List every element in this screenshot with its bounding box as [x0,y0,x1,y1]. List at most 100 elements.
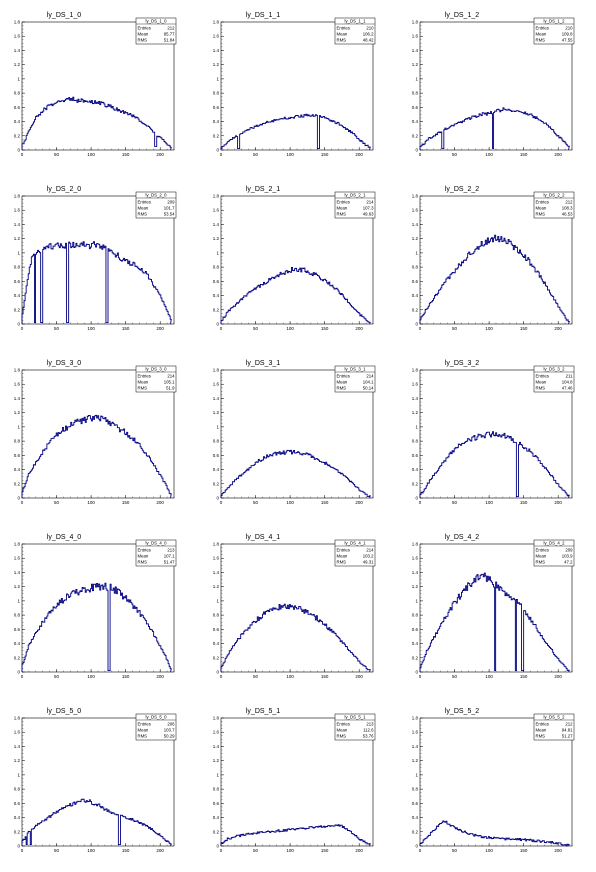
y-tick-label: 0 [17,844,20,849]
x-tick-label: 0 [220,152,223,157]
stats-box [334,539,376,567]
histogram-series-line [220,603,371,673]
stats-mean-value: 103.2 [363,554,374,559]
stats-entries-label: Entries [138,26,151,31]
y-tick-label: 1.2 [412,758,419,763]
x-tick-label: 150 [520,152,528,157]
x-tick-label: 100 [87,152,95,157]
x-tick-label: 50 [452,674,458,679]
stats-name: ly_DS_1_1 [344,19,366,24]
stats-box [334,713,376,741]
y-tick-label: 1.4 [213,222,220,227]
y-tick-label: 0.6 [412,627,419,632]
x-tick-label: 150 [321,848,329,853]
y-tick-label: 1.8 [412,716,419,721]
panel-title: ly_DS_2_2 [445,186,479,193]
x-tick-label: 0 [220,326,223,331]
y-tick-label: 1.6 [14,556,21,561]
histogram-panel: ly_DS_5_2 0 0.2 0.4 0.6 0.8 1 1.2 1.4 1.6 1.8 0 50 10… [412,708,575,853]
y-tick-label: 1 [17,424,20,429]
y-tick-label: 0.2 [213,133,220,138]
stats-mean-value: 101.7 [164,206,175,211]
x-tick-label: 50 [452,152,458,157]
stats-entries-label: Entries [337,374,350,379]
histogram-series-line [220,266,371,325]
y-tick-label: 0 [17,148,20,153]
stats-box [533,539,575,567]
stats-entries-label: Entries [138,722,151,727]
x-tick-label: 200 [355,848,363,853]
panel-title: ly_DS_3_0 [47,360,81,367]
x-tick-label: 150 [122,674,130,679]
stats-entries-value: 214 [366,548,374,553]
y-tick-label: 0 [415,496,418,501]
y-tick-label: 0 [17,670,20,675]
histogram-panel: ly_DS_5_0 0 0.2 0.4 0.6 0.8 1 1.2 1.4 1.6 1.8 0 50 10… [14,708,177,853]
stats-name: ly_DS_2_1 [344,193,366,198]
x-tick-label: 200 [554,326,562,331]
stats-name: ly_DS_3_1 [344,367,366,372]
stats-rms-value: 51.9 [166,386,175,391]
y-tick-label: 1 [415,76,418,81]
histogram-series-line [21,241,172,325]
stats-mean-value: 109.8 [562,32,573,37]
histogram-series-line [419,431,570,499]
y-tick-label: 0.6 [14,105,21,110]
stats-box [533,713,575,741]
stats-box [135,365,177,393]
stats-entries-label: Entries [138,200,151,205]
y-tick-label: 0.2 [14,481,21,486]
y-tick-label: 0.8 [14,265,21,270]
y-tick-label: 0.6 [412,105,419,110]
x-tick-label: 100 [286,848,294,853]
y-tick-label: 1.2 [213,236,220,241]
y-tick-label: 0 [415,322,418,327]
stats-mean-label: Mean [138,206,149,211]
x-tick-label: 0 [220,848,223,853]
y-tick-label: 0.8 [412,787,419,792]
panel-title: ly_DS_1_2 [445,12,479,19]
stats-mean-value: 108.3 [562,206,573,211]
stats-mean-value: 106.2 [363,32,374,37]
x-tick-label: 100 [286,326,294,331]
x-tick-label: 0 [419,152,422,157]
stats-mean-label: Mean [536,206,547,211]
stats-rms-label: RMS [337,38,347,43]
x-tick-label: 200 [355,674,363,679]
panel-title: ly_DS_3_1 [246,360,280,367]
stats-entries-value: 214 [167,374,175,379]
x-tick-label: 100 [87,326,95,331]
stats-rms-value: 50.29 [164,734,175,739]
x-tick-label: 0 [220,500,223,505]
y-tick-label: 1.2 [412,236,419,241]
y-tick-label: 0.8 [213,91,220,96]
y-tick-label: 0.8 [213,787,220,792]
x-tick-label: 50 [452,326,458,331]
x-tick-label: 50 [54,326,60,331]
y-tick-label: 0 [17,496,20,501]
y-tick-label: 1.8 [14,716,21,721]
histogram-panel: ly_DS_2_0 0 0.2 0.4 0.6 0.8 1 1.2 1.4 1.6 1.8 0 50 10… [14,186,177,331]
x-tick-label: 150 [321,674,329,679]
stats-rms-label: RMS [536,734,546,739]
histogram-series-line [21,582,172,673]
y-tick-label: 1 [17,76,20,81]
y-tick-label: 0.2 [412,481,419,486]
stats-mean-label: Mean [337,554,348,559]
stats-rms-label: RMS [138,212,148,217]
histogram-panel: ly_DS_3_0 0 0.2 0.4 0.6 0.8 1 1.2 1.4 1.6 1.8 0 50 10… [14,360,177,505]
y-tick-label: 0.4 [213,119,220,124]
stats-rms-label: RMS [337,734,347,739]
y-tick-label: 1 [415,250,418,255]
y-tick-label: 1.2 [213,758,220,763]
panel-title: ly_DS_4_0 [47,534,81,541]
histogram-panel: ly_DS_4_0 0 0.2 0.4 0.6 0.8 1 1.2 1.4 1.6 1.8 0 50 10… [14,534,177,679]
y-tick-label: 1 [216,598,219,603]
histogram-panel: ly_DS_2_2 0 0.2 0.4 0.6 0.8 1 1.2 1.4 1.6 1.8 0 50 10… [412,186,575,331]
y-tick-label: 0.6 [412,279,419,284]
y-tick-label: 0.4 [412,815,419,820]
stats-rms-label: RMS [536,560,546,565]
histogram-series-line [419,234,570,325]
y-tick-label: 0.4 [412,119,419,124]
y-tick-label: 0.8 [14,91,21,96]
